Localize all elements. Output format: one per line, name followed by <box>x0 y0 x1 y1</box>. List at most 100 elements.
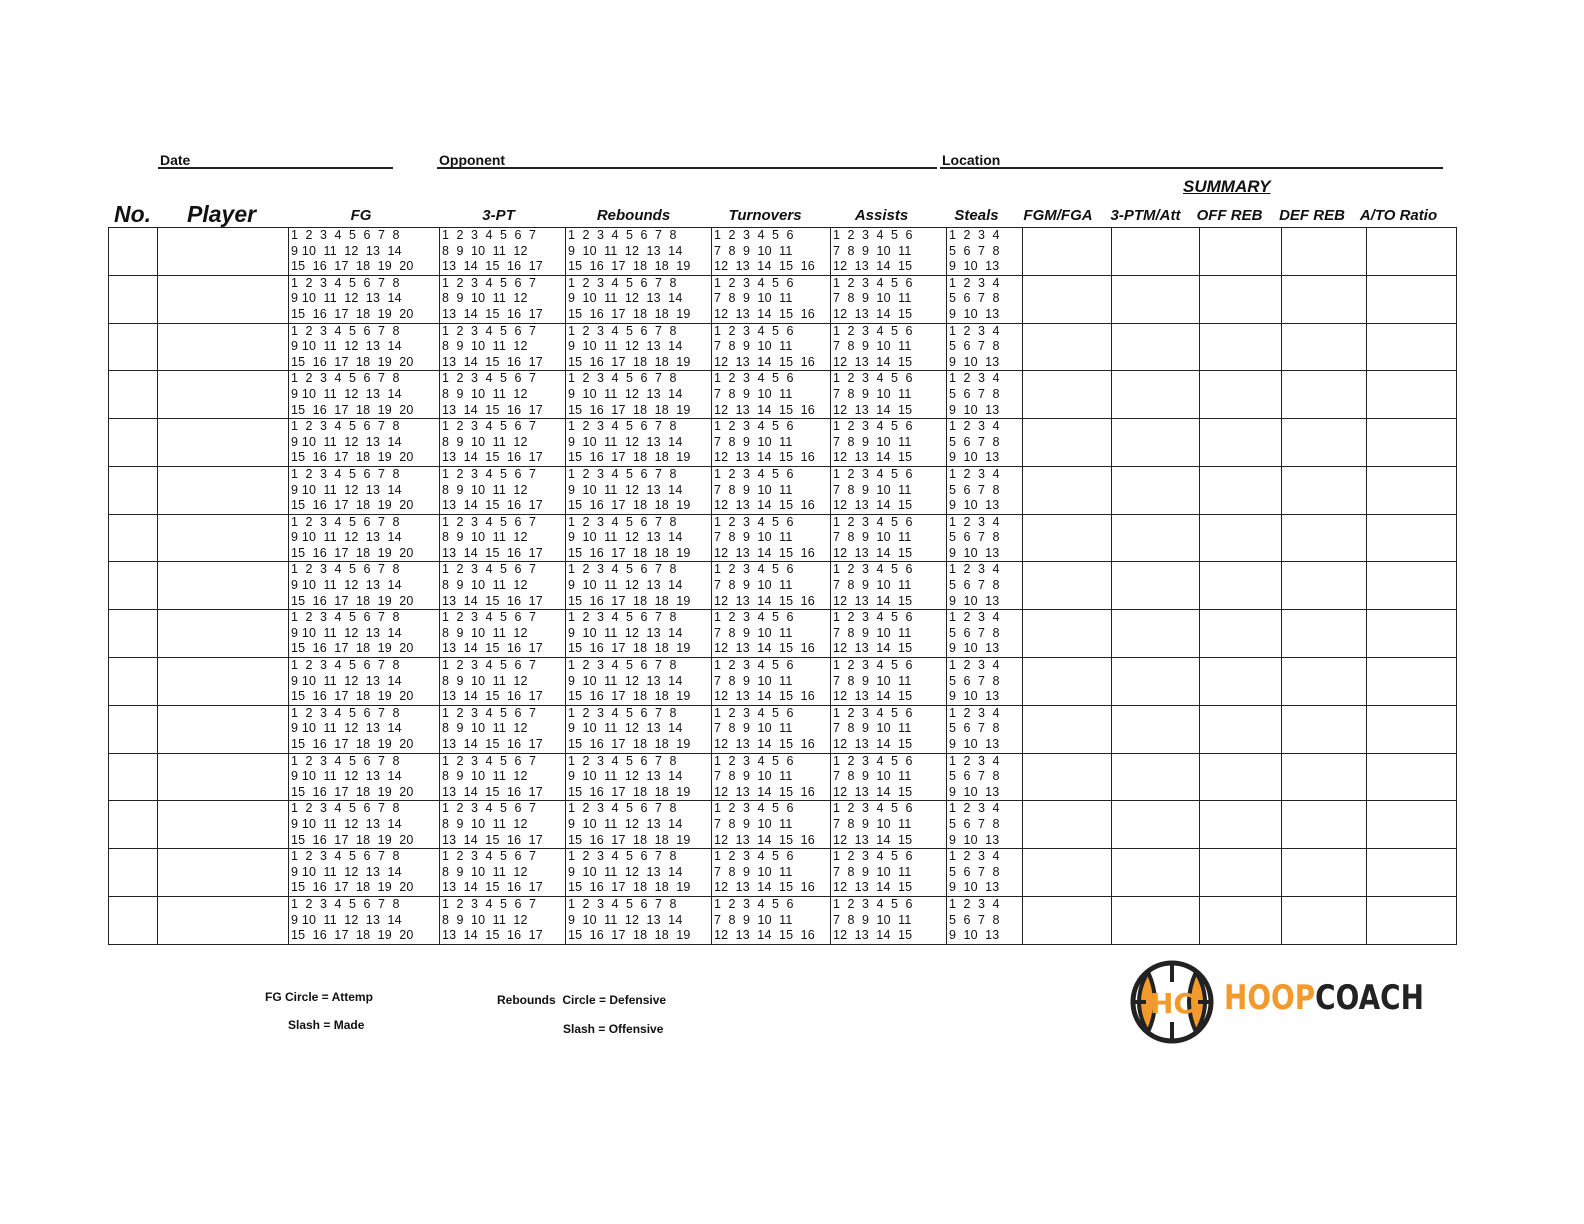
ato-ratio-cell[interactable] <box>1366 561 1457 611</box>
off-reb-cell[interactable] <box>1199 227 1282 276</box>
number-cell[interactable] <box>108 752 158 802</box>
3ptm-att-cell[interactable] <box>1111 657 1200 706</box>
off-reb-cell[interactable] <box>1199 322 1282 372</box>
fgm-fga-cell[interactable] <box>1022 513 1112 563</box>
3ptm-att-cell[interactable] <box>1111 752 1200 802</box>
3ptm-att-cell[interactable] <box>1111 561 1200 611</box>
fgm-fga-cell[interactable] <box>1022 561 1112 611</box>
number-cell[interactable] <box>108 657 158 706</box>
def-reb-cell[interactable] <box>1281 370 1367 420</box>
ato-ratio-cell[interactable] <box>1366 657 1457 706</box>
def-reb-cell[interactable] <box>1281 609 1367 659</box>
player-cell[interactable] <box>157 848 289 897</box>
fgm-fga-cell[interactable] <box>1022 370 1112 420</box>
ato-ratio-cell[interactable] <box>1366 848 1457 897</box>
ato-ratio-cell[interactable] <box>1366 752 1457 802</box>
player-cell[interactable] <box>157 752 289 802</box>
fgm-fga-cell[interactable] <box>1022 274 1112 324</box>
player-cell[interactable] <box>157 895 289 945</box>
player-cell[interactable] <box>157 322 289 372</box>
number-cell[interactable] <box>108 370 158 420</box>
player-cell[interactable] <box>157 227 289 276</box>
player-cell[interactable] <box>157 370 289 420</box>
off-reb-cell[interactable] <box>1199 513 1282 563</box>
3ptm-att-cell[interactable] <box>1111 609 1200 659</box>
ato-ratio-cell[interactable] <box>1366 274 1457 324</box>
number-cell[interactable] <box>108 418 158 467</box>
3ptm-att-cell[interactable] <box>1111 800 1200 850</box>
3ptm-att-cell[interactable] <box>1111 895 1200 945</box>
date-field[interactable] <box>158 167 393 169</box>
def-reb-cell[interactable] <box>1281 274 1367 324</box>
player-cell[interactable] <box>157 465 289 515</box>
def-reb-cell[interactable] <box>1281 704 1367 754</box>
ato-ratio-cell[interactable] <box>1366 370 1457 420</box>
fgm-fga-cell[interactable] <box>1022 895 1112 945</box>
off-reb-cell[interactable] <box>1199 704 1282 754</box>
off-reb-cell[interactable] <box>1199 370 1282 420</box>
off-reb-cell[interactable] <box>1199 752 1282 802</box>
number-cell[interactable] <box>108 609 158 659</box>
ato-ratio-cell[interactable] <box>1366 513 1457 563</box>
number-cell[interactable] <box>108 322 158 372</box>
ato-ratio-cell[interactable] <box>1366 322 1457 372</box>
off-reb-cell[interactable] <box>1199 274 1282 324</box>
player-cell[interactable] <box>157 418 289 467</box>
fgm-fga-cell[interactable] <box>1022 322 1112 372</box>
number-cell[interactable] <box>108 274 158 324</box>
fgm-fga-cell[interactable] <box>1022 657 1112 706</box>
def-reb-cell[interactable] <box>1281 418 1367 467</box>
def-reb-cell[interactable] <box>1281 227 1367 276</box>
3ptm-att-cell[interactable] <box>1111 322 1200 372</box>
